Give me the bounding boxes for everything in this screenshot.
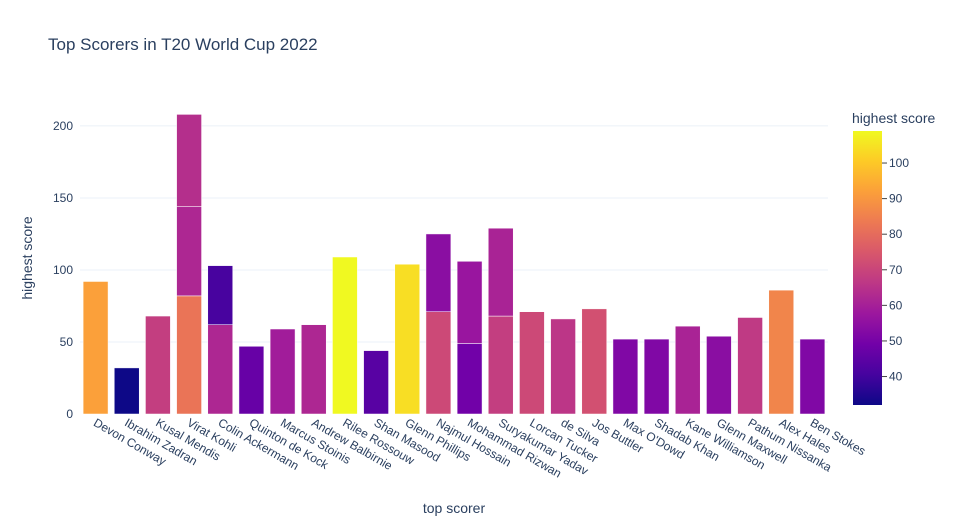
bar bbox=[737, 317, 763, 415]
bar bbox=[176, 295, 202, 415]
bar bbox=[643, 338, 670, 415]
bar bbox=[207, 265, 233, 325]
bar bbox=[145, 315, 171, 415]
bar bbox=[301, 324, 327, 415]
y-axis-title: highest score bbox=[19, 216, 35, 299]
colorbar-tick-label: 100 bbox=[889, 156, 909, 170]
bar bbox=[176, 114, 202, 207]
y-tick-label: 200 bbox=[53, 119, 73, 133]
bar bbox=[394, 263, 420, 415]
colorbar-title: highest score bbox=[852, 110, 935, 126]
bar bbox=[675, 325, 701, 415]
bar bbox=[456, 343, 483, 415]
bar bbox=[706, 335, 732, 415]
colorbar-tick-label: 60 bbox=[889, 298, 903, 312]
bar bbox=[363, 350, 389, 415]
colorbar-ticks: 40 50 60 70 80 90 100 bbox=[882, 156, 909, 384]
bar bbox=[238, 346, 265, 415]
colorbar-tick-label: 70 bbox=[889, 263, 903, 277]
colorbar-tick-label: 80 bbox=[889, 227, 903, 241]
bar bbox=[114, 367, 140, 415]
y-tick-label: 50 bbox=[60, 335, 74, 349]
colorbar-tick-label: 50 bbox=[889, 334, 903, 348]
bar bbox=[488, 315, 514, 415]
chart-title: Top Scorers in T20 World Cup 2022 bbox=[48, 35, 318, 54]
bar bbox=[82, 281, 109, 415]
bars bbox=[82, 114, 826, 415]
bar bbox=[768, 289, 794, 415]
y-tick-label: 0 bbox=[66, 407, 73, 421]
gridlines bbox=[80, 125, 828, 343]
bar bbox=[269, 328, 296, 415]
y-tick-label: 150 bbox=[53, 191, 73, 205]
y-tick-label: 100 bbox=[53, 263, 73, 277]
bar bbox=[581, 308, 607, 415]
colorbar-tick-label: 90 bbox=[889, 192, 903, 206]
y-axis-ticks: 0 50 100 150 200 bbox=[53, 119, 73, 421]
bar bbox=[425, 311, 452, 415]
bar bbox=[176, 206, 202, 297]
x-axis-title: top scorer bbox=[423, 500, 486, 516]
bar bbox=[550, 318, 576, 415]
colorbar-tick-label: 40 bbox=[889, 370, 903, 384]
bar bbox=[207, 324, 233, 415]
bar bbox=[332, 256, 358, 415]
bar bbox=[612, 338, 639, 415]
bar bbox=[425, 233, 452, 312]
colorbar bbox=[853, 131, 882, 405]
bar bbox=[456, 261, 483, 344]
bar bbox=[488, 227, 514, 317]
bar bbox=[519, 311, 545, 415]
bar bbox=[799, 338, 826, 415]
